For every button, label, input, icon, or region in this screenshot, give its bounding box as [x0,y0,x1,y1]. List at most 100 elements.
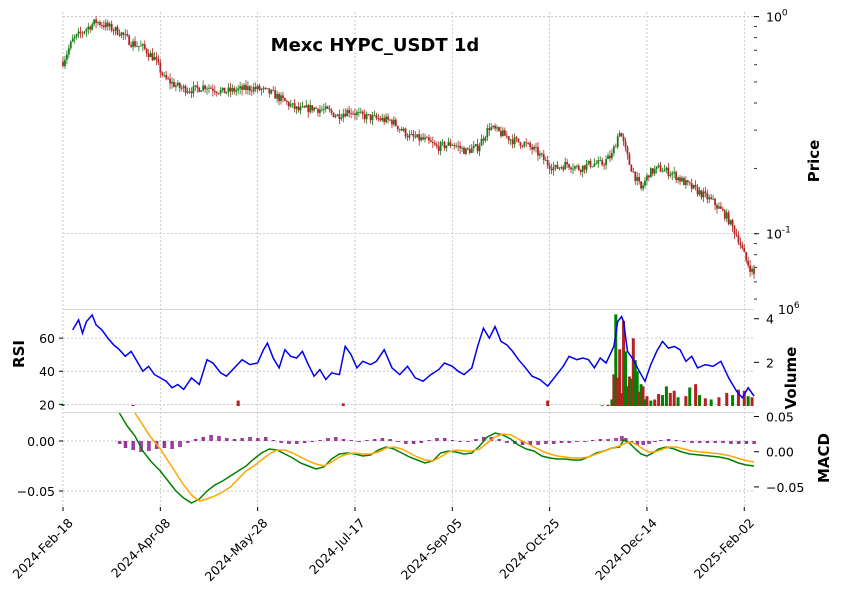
candle-body [470,148,473,153]
candle-body [118,34,121,36]
candle-body [363,114,366,120]
candle-body [445,145,448,149]
candle-body [229,87,232,92]
macd-hist-bar [406,441,408,444]
macd-hist-bar [366,440,367,441]
candle-body [749,265,752,272]
macd-hist-bar [468,441,469,442]
candle-body [120,32,123,36]
candle-body [365,114,368,120]
macd-hist-bar [545,441,546,444]
macd-hist-bar [624,438,626,441]
macd-hist-bar [272,440,274,441]
macd-hist-bar [218,436,219,441]
macd-hist-bar [615,438,616,441]
candle-body [167,78,170,80]
macd-hist-bar [546,441,548,444]
candle-body [544,160,547,161]
macd-hist-bar [482,437,484,441]
macd-hist-bar [383,438,385,441]
x-tick-label: 2024-Dec-14 [592,515,660,583]
candle-body [145,48,148,54]
macd-hist-bar [397,441,398,442]
candle-body [649,168,652,178]
candle-body [260,89,263,90]
macd-hist-bar [552,441,553,444]
candle-body [737,235,740,243]
macd-hist-bar [529,441,531,445]
volume-bar [641,386,645,406]
candle-body [106,22,109,27]
candle-body [712,198,715,200]
volume-bar [709,399,713,406]
macd-hist-bar [674,440,676,441]
candle-body [447,142,450,146]
candle-body [143,44,146,49]
macd-hist-bar [609,439,610,441]
macd-hist-bar [666,439,668,441]
macd-hist-bar [752,441,754,444]
candle-body [433,143,436,145]
macd-hist-bar [305,441,307,443]
candle-body [646,175,648,181]
macd-hist-bar [358,441,359,442]
volume-bar [717,397,721,406]
candle-body [542,154,545,161]
candle-body [79,31,82,33]
macd-hist-bar [141,441,142,452]
volume-bar [341,403,345,406]
candle-body [513,137,516,145]
x-tick-label: 2024-May-28 [202,515,271,584]
x-tick-label: 2024-Oct-25 [496,515,562,581]
candle-body [313,107,315,111]
macd-hist-bar [505,441,506,443]
macd-hist-bar [539,441,540,445]
macd-hist-bar [211,435,212,441]
candle-body [192,86,195,94]
candle-body [665,167,668,170]
volume-bar [725,392,729,406]
candle-body [110,23,113,31]
candle-body [725,212,728,219]
macd-hist-bar [164,441,166,448]
rsi-line [72,313,755,399]
macd-hist-bar [459,441,461,442]
volume-bar [625,386,629,406]
candle-body [99,22,101,25]
candle-body [558,167,561,169]
macd-hist-bar [575,441,577,442]
candle-body [223,87,226,94]
macd-ylabel: MACD [815,433,833,483]
candle-body [591,166,594,168]
macd-hist-bar [713,441,715,443]
candle-body [67,48,70,55]
candle-body [723,210,726,219]
x-tick-label: 2024-Jul-17 [306,515,368,577]
macd-hist-bar [585,441,587,442]
candle-body [291,103,294,105]
candle-body [441,142,444,144]
candle-body [537,147,539,156]
candle-body [178,82,181,89]
macd-hist-bar [600,439,602,441]
macd-hist-bar [677,440,679,441]
macd-hist-bar [567,441,569,443]
volume-bar [633,360,637,406]
x-tick-label: 2024-Sep-05 [398,515,465,582]
candle-body [727,212,730,225]
candle-body [357,112,360,113]
macd-hist-bar [661,440,663,441]
price-axis-label: Price [805,140,823,183]
candle-body [266,88,269,89]
macd-hist-bar [389,439,391,441]
candle-body [468,149,471,153]
macd-hist-bar [273,440,275,441]
candle-body [303,106,306,108]
candle-body [369,114,372,121]
macd-hist-bar [171,441,173,449]
candle-body [165,75,168,79]
macd-hist-bar [461,441,462,442]
candle-body [124,33,127,35]
macd-hist-bar [180,441,181,447]
candle-body [89,26,92,30]
